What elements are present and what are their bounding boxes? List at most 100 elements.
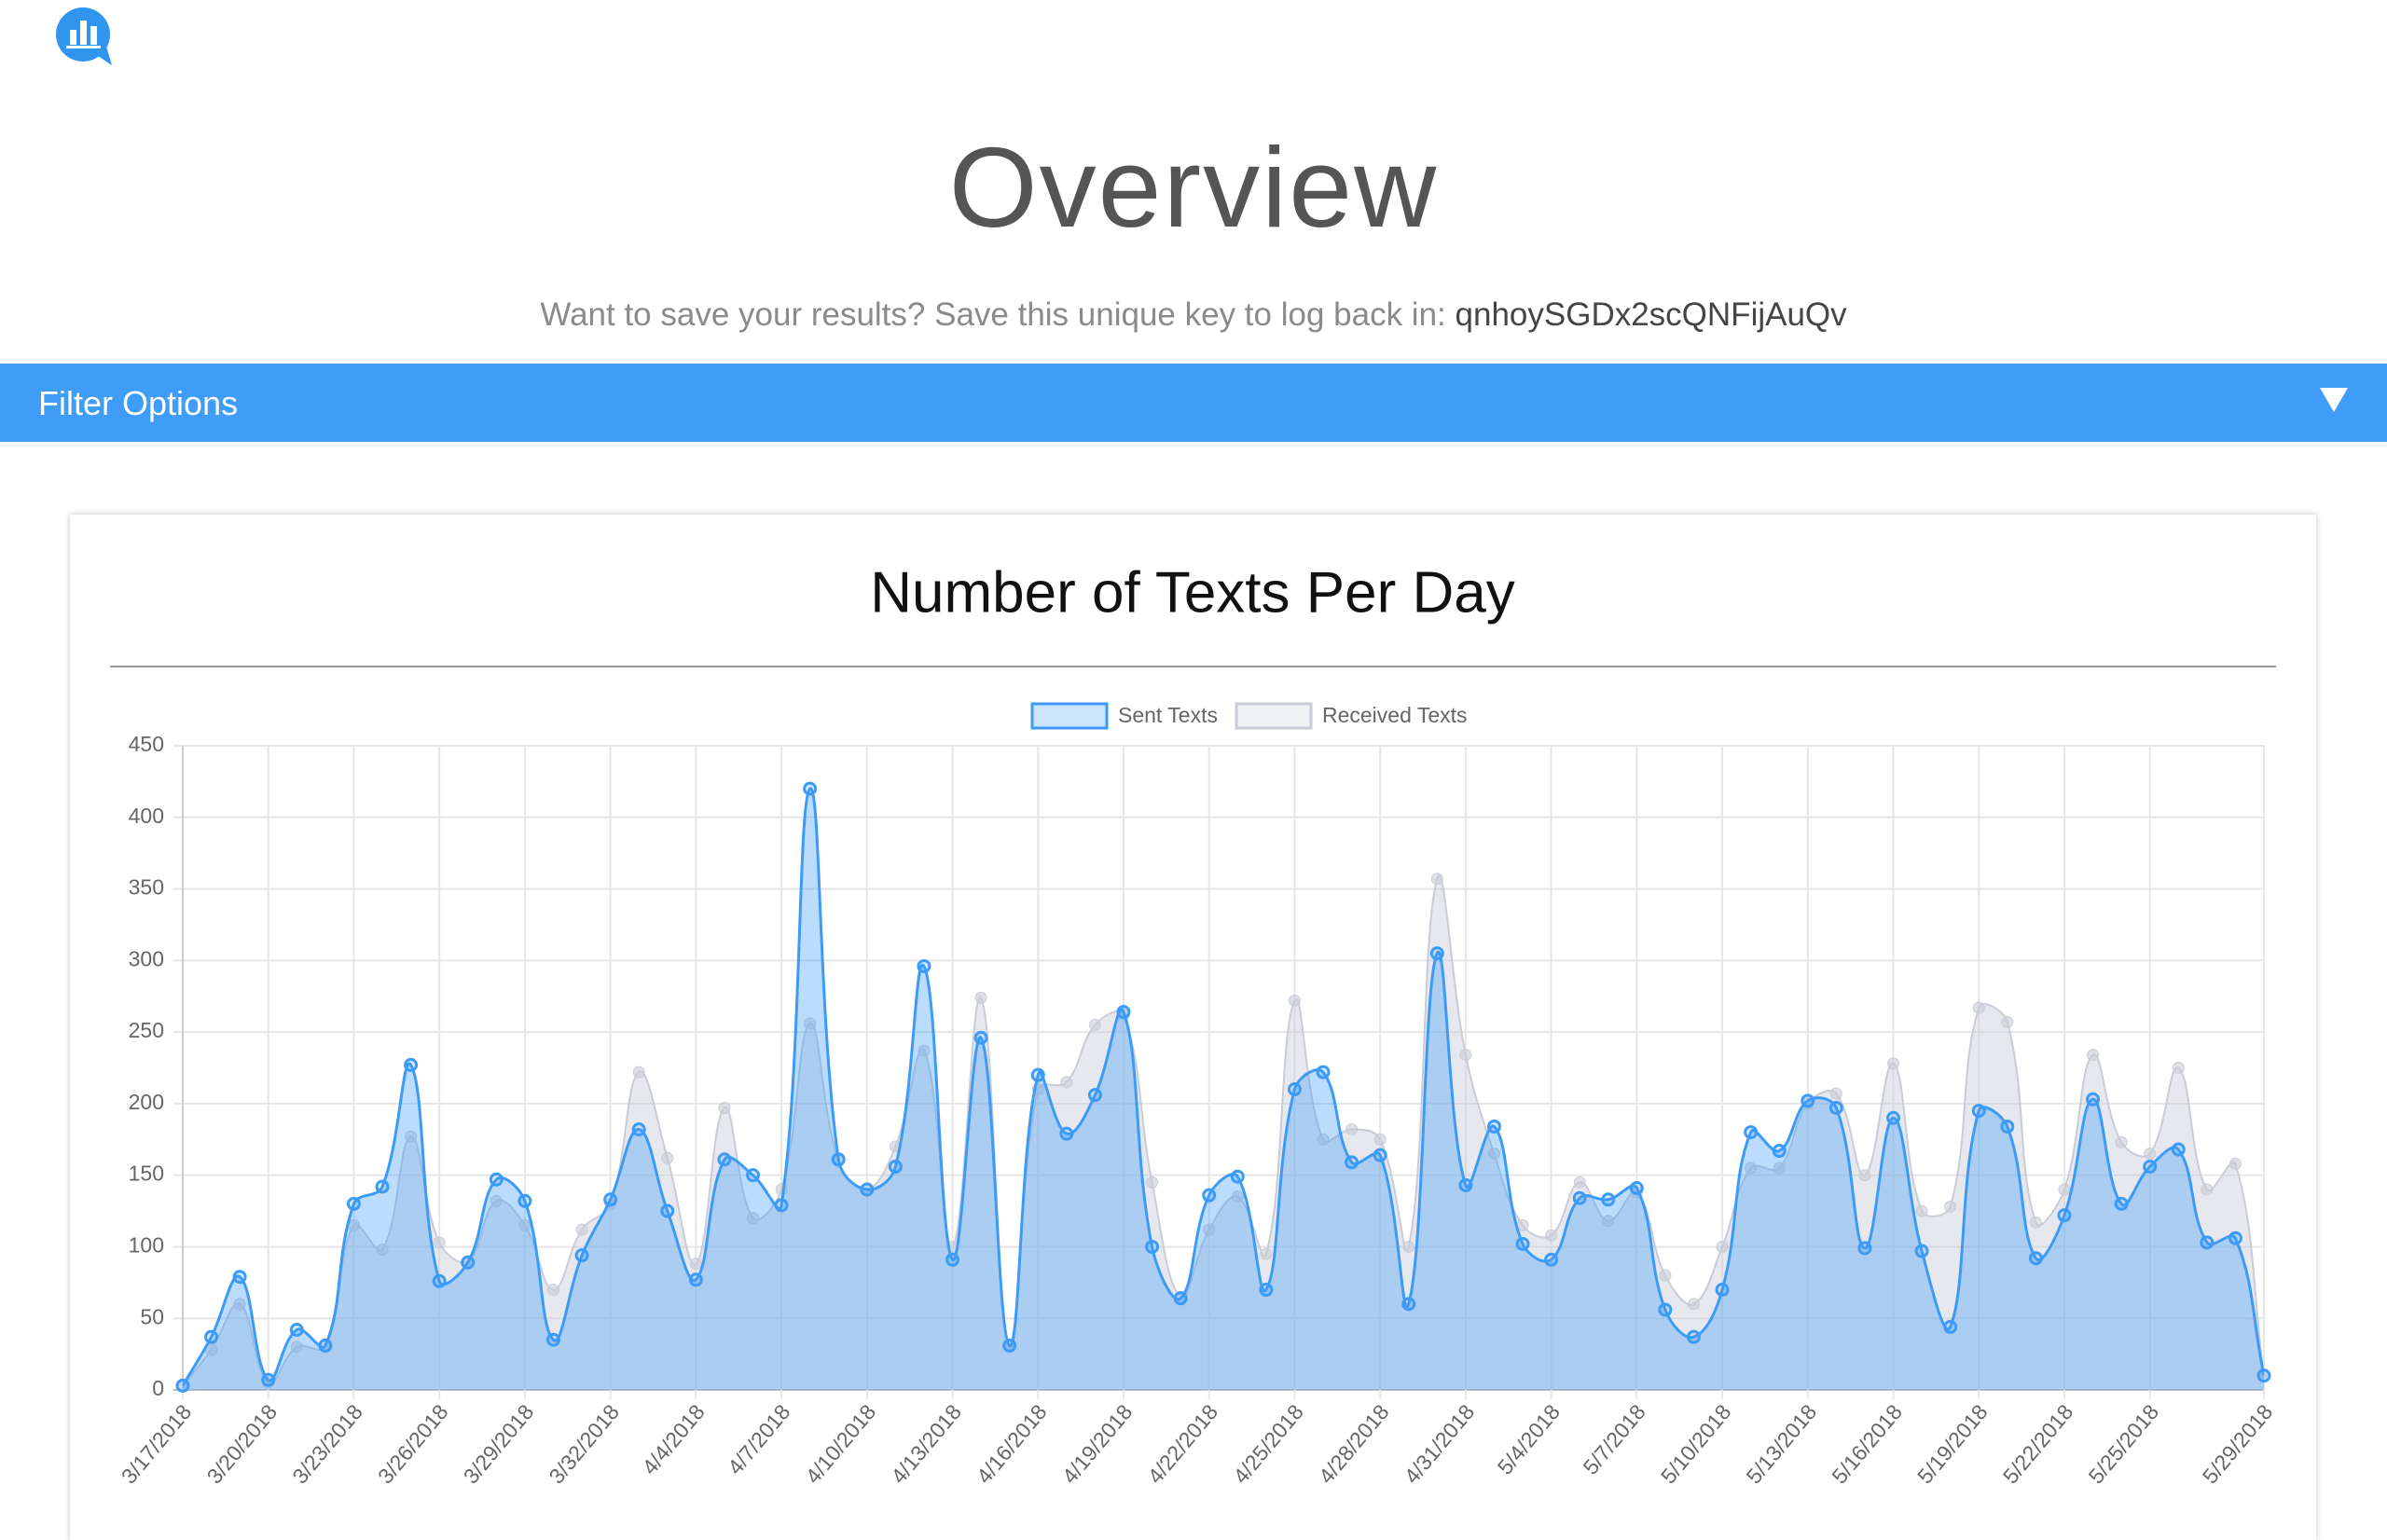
data-point [1317,1133,1330,1146]
data-point [1943,1319,1958,1334]
data-point [1972,1001,1985,1014]
data-point [1458,1177,1473,1192]
y-tick-label: 150 [129,1162,164,1186]
y-tick-label: 0 [152,1376,164,1400]
data-point [1745,1162,1758,1175]
dropdown-arrow[interactable] [2318,386,2350,414]
y-tick-label: 300 [129,946,164,970]
data-point [1116,1005,1131,1020]
series-area [183,788,2264,1390]
data-point [376,1244,389,1257]
x-tick-label: 3/26/2018 [373,1399,453,1488]
data-point [746,1168,761,1183]
logo[interactable] [54,6,116,67]
data-point [1345,1123,1359,1136]
data-point [917,958,931,973]
data-point [661,1151,674,1164]
chart: Number of Texts Per Day 0 50 100 150 200 250 3… [110,560,2278,1489]
data-point [2087,1049,2100,1062]
data-point [1146,1176,1159,1189]
data-point [346,1196,361,1211]
data-point [175,1378,190,1393]
data-point [1887,1057,1900,1070]
data-point [1287,1082,1302,1097]
data-point [1173,1291,1188,1306]
data-point [2144,1148,2157,1161]
data-point [375,1179,390,1194]
data-point [1914,1244,1929,1258]
data-point [1686,1329,1701,1344]
data-point [1715,1283,1730,1298]
data-point [1601,1192,1616,1207]
data-point [1772,1144,1787,1159]
filter-bar[interactable]: Filter Options [0,364,2387,442]
data-point [1857,1241,1872,1256]
x-tick-label: 4/19/2018 [1057,1399,1138,1488]
data-point [888,1159,903,1174]
legend-label: Received Texts [1322,703,1468,727]
data-point [517,1193,532,1208]
x-tick-label: 3/29/2018 [459,1399,539,1488]
filter-label[interactable]: Filter Options [38,384,239,422]
data-point [2143,1159,2158,1174]
data-point [1944,1200,1957,1213]
series-line [183,787,2264,1387]
data-point [2115,1135,2128,1148]
x-tick-label: 5/16/2018 [1827,1399,1907,1488]
data-point [632,1066,645,1079]
data-point [747,1212,760,1225]
chart-card: Number of Texts Per Day 0 50 100 150 200 250 3… [70,515,2316,1540]
x-tick-label: 4/25/2018 [1228,1399,1308,1488]
data-point [2058,1183,2071,1196]
data-point [2057,1208,2072,1223]
data-point [918,1044,931,1057]
data-point [545,1332,560,1347]
data-point [1316,1065,1331,1079]
data-point [1886,1110,1901,1125]
page: Overview Want to save your results? Save… [0,6,2387,1489]
data-point [1629,1180,1644,1195]
data-point [2171,1142,2186,1157]
data-point [574,1248,589,1263]
data-point [660,1203,675,1218]
data-point [461,1255,476,1270]
x-tick-label: 4/31/2018 [1400,1399,1480,1488]
x-tick-label: 5/29/2018 [2198,1399,2278,1488]
data-point [575,1223,588,1236]
data-point [261,1372,276,1387]
data-point [1259,1283,1274,1298]
data-point [718,1101,731,1114]
data-point [860,1182,875,1197]
data-point [1430,873,1443,886]
data-point [717,1152,732,1167]
data-point [1373,1133,1387,1146]
data-point [290,1341,303,1354]
subtitle: Want to save your results? Save this uni… [0,296,2387,334]
page-title: Overview [948,124,1439,251]
data-point [1487,1148,1500,1161]
data-point [1230,1169,1245,1184]
data-point [1288,994,1301,1007]
x-tick-label: 3/17/2018 [117,1399,197,1488]
data-point [1202,1188,1217,1203]
data-point [2028,1251,2043,1266]
data-point [1060,1076,1073,1089]
data-point [1203,1223,1216,1236]
data-point [2228,1157,2242,1170]
data-point [1345,1155,1359,1170]
data-point [1971,1104,1986,1119]
data-point [1088,1018,1101,1031]
data-point [2201,1183,2214,1196]
x-tick-label: 5/13/2018 [1742,1399,1822,1488]
data-point [1573,1176,1586,1189]
x-tick-label: 4/13/2018 [886,1399,966,1488]
x-tick-label: 4/4/2018 [637,1399,709,1478]
x-tick-label: 5/22/2018 [1998,1399,2078,1488]
series [183,787,2264,1390]
x-tick-label: 3/23/2018 [287,1399,367,1488]
data-point [1773,1162,1786,1175]
data-point [1687,1298,1700,1311]
data-point [2001,1015,2014,1028]
data-point [1429,946,1444,961]
data-point [490,1194,503,1207]
